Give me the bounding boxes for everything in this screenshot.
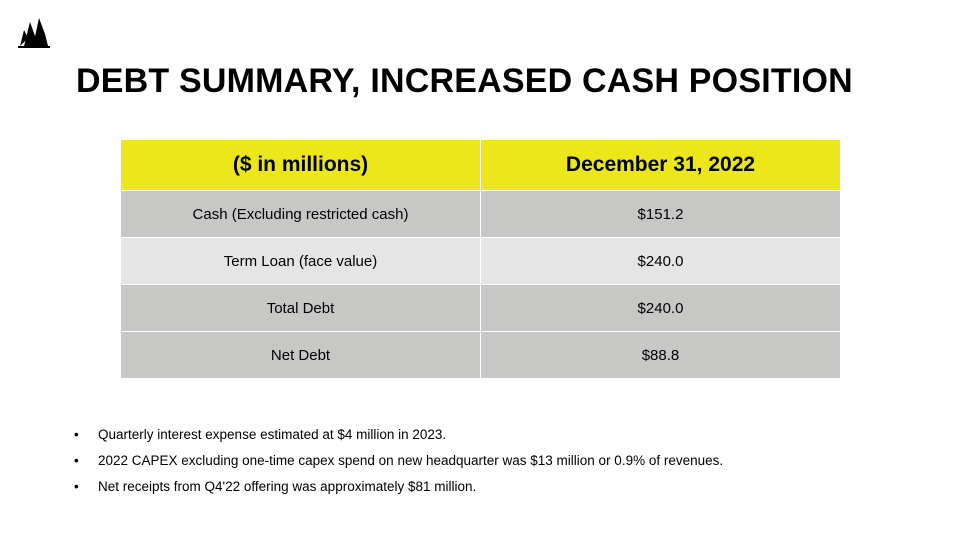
debt-summary-table: ($ in millions) December 31, 2022 Cash (… [120,139,841,379]
notes-list: • Quarterly interest expense estimated a… [74,424,723,502]
note-text: 2022 CAPEX excluding one-time capex spen… [98,453,724,468]
bullet: • [74,479,79,494]
table-row: Net Debt $88.8 [120,331,841,379]
row-value: $240.0 [480,237,841,285]
row-value: $151.2 [480,190,841,238]
list-item: • 2022 CAPEX excluding one-time capex sp… [74,450,723,476]
row-label: Cash (Excluding restricted cash) [120,190,481,238]
table-row: Term Loan (face value) $240.0 [120,237,841,285]
sails-logo-icon [18,18,50,48]
row-label: Total Debt [120,284,481,332]
note-text: Net receipts from Q4'22 offering was app… [98,479,477,494]
table-row: Total Debt $240.0 [120,284,841,332]
table-header-row: ($ in millions) December 31, 2022 [120,139,841,191]
bullet: • [74,427,79,442]
note-text: Quarterly interest expense estimated at … [98,427,447,442]
bullet: • [74,453,79,468]
list-item: • Quarterly interest expense estimated a… [74,424,723,450]
table-row: Cash (Excluding restricted cash) $151.2 [120,190,841,238]
row-label: Term Loan (face value) [120,237,481,285]
row-value: $88.8 [480,331,841,379]
column-header-units: ($ in millions) [120,139,481,191]
page-title: DEBT SUMMARY, INCREASED CASH POSITION [76,62,853,100]
list-item: • Net receipts from Q4'22 offering was a… [74,476,723,502]
row-value: $240.0 [480,284,841,332]
column-header-date: December 31, 2022 [480,139,841,191]
row-label: Net Debt [120,331,481,379]
